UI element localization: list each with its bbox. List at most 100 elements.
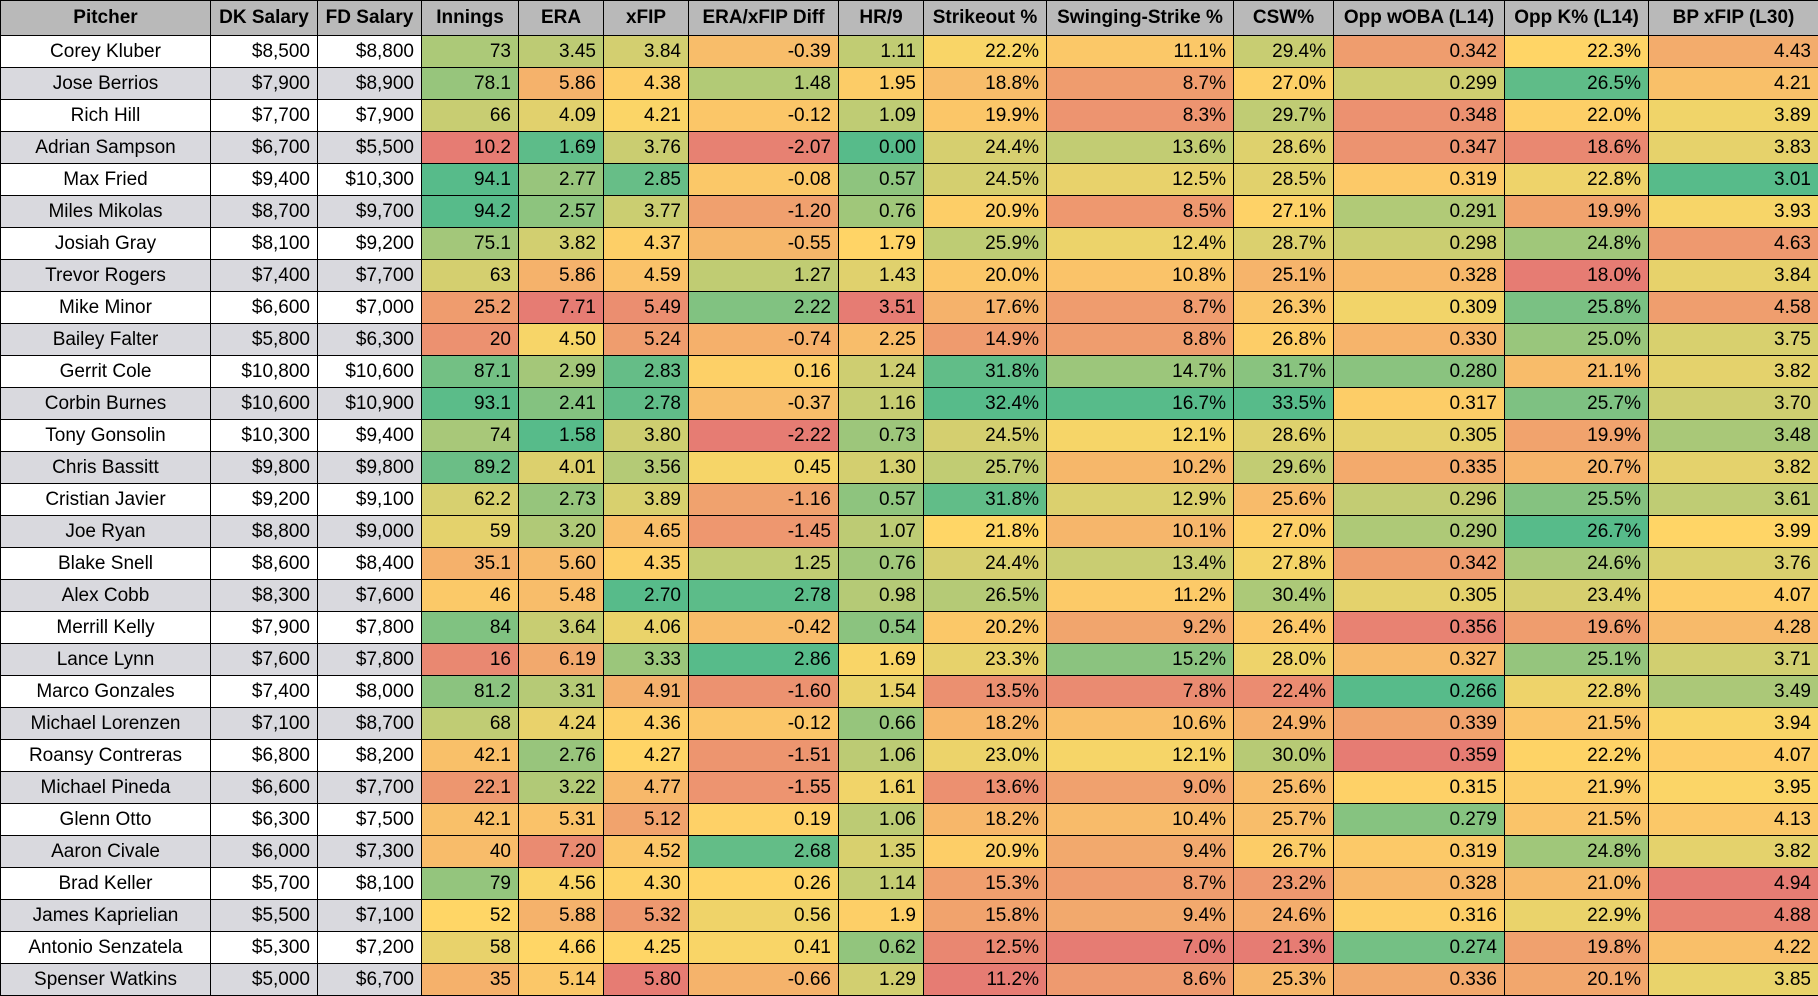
cell-hr9[interactable]: 0.66 — [839, 708, 924, 740]
cell-dk-salary[interactable]: $8,100 — [211, 228, 318, 260]
cell-pitcher[interactable]: Gerrit Cole — [1, 356, 211, 388]
cell-strikeout-pct[interactable]: 31.8% — [924, 356, 1047, 388]
cell-opp-woba[interactable]: 0.316 — [1334, 900, 1505, 932]
cell-pitcher[interactable]: Marco Gonzales — [1, 676, 211, 708]
cell-pitcher[interactable]: Trevor Rogers — [1, 260, 211, 292]
cell-fd-salary[interactable]: $7,200 — [318, 932, 422, 964]
cell-bp-xfip[interactable]: 4.43 — [1649, 36, 1818, 68]
cell-hr9[interactable]: 0.57 — [839, 484, 924, 516]
cell-pitcher[interactable]: Joe Ryan — [1, 516, 211, 548]
cell-era[interactable]: 5.88 — [519, 900, 604, 932]
cell-hr9[interactable]: 0.57 — [839, 164, 924, 196]
cell-strikeout-pct[interactable]: 31.8% — [924, 484, 1047, 516]
cell-xfip[interactable]: 2.78 — [604, 388, 689, 420]
cell-hr9[interactable]: 1.61 — [839, 772, 924, 804]
cell-opp-k-pct[interactable]: 19.9% — [1505, 420, 1649, 452]
cell-hr9[interactable]: 0.62 — [839, 932, 924, 964]
cell-hr9[interactable]: 1.16 — [839, 388, 924, 420]
cell-xfip[interactable]: 5.49 — [604, 292, 689, 324]
cell-csw-pct[interactable]: 28.5% — [1234, 164, 1334, 196]
cell-hr9[interactable]: 1.9 — [839, 900, 924, 932]
cell-hr9[interactable]: 1.54 — [839, 676, 924, 708]
cell-strikeout-pct[interactable]: 24.4% — [924, 132, 1047, 164]
cell-fd-salary[interactable]: $7,300 — [318, 836, 422, 868]
cell-dk-salary[interactable]: $5,800 — [211, 324, 318, 356]
cell-fd-salary[interactable]: $8,900 — [318, 68, 422, 100]
cell-opp-k-pct[interactable]: 18.0% — [1505, 260, 1649, 292]
cell-opp-k-pct[interactable]: 22.8% — [1505, 676, 1649, 708]
cell-opp-k-pct[interactable]: 19.6% — [1505, 612, 1649, 644]
cell-dk-salary[interactable]: $7,400 — [211, 260, 318, 292]
cell-bp-xfip[interactable]: 4.13 — [1649, 804, 1818, 836]
col-header-dk-salary[interactable]: DK Salary — [211, 1, 318, 36]
cell-hr9[interactable]: 1.30 — [839, 452, 924, 484]
cell-swinging-strike-pct[interactable]: 13.4% — [1047, 548, 1234, 580]
cell-era[interactable]: 3.64 — [519, 612, 604, 644]
cell-swinging-strike-pct[interactable]: 7.0% — [1047, 932, 1234, 964]
cell-era-xfip-diff[interactable]: -2.22 — [689, 420, 839, 452]
cell-swinging-strike-pct[interactable]: 12.1% — [1047, 420, 1234, 452]
cell-era[interactable]: 4.56 — [519, 868, 604, 900]
cell-bp-xfip[interactable]: 3.89 — [1649, 100, 1818, 132]
cell-fd-salary[interactable]: $8,800 — [318, 36, 422, 68]
cell-xfip[interactable]: 4.38 — [604, 68, 689, 100]
cell-swinging-strike-pct[interactable]: 9.2% — [1047, 612, 1234, 644]
cell-pitcher[interactable]: Michael Lorenzen — [1, 708, 211, 740]
cell-xfip[interactable]: 4.25 — [604, 932, 689, 964]
cell-opp-woba[interactable]: 0.319 — [1334, 836, 1505, 868]
cell-opp-k-pct[interactable]: 19.8% — [1505, 932, 1649, 964]
cell-csw-pct[interactable]: 28.7% — [1234, 228, 1334, 260]
cell-pitcher[interactable]: James Kaprielian — [1, 900, 211, 932]
cell-csw-pct[interactable]: 30.0% — [1234, 740, 1334, 772]
cell-innings[interactable]: 75.1 — [422, 228, 519, 260]
cell-bp-xfip[interactable]: 3.83 — [1649, 132, 1818, 164]
cell-hr9[interactable]: 2.25 — [839, 324, 924, 356]
cell-swinging-strike-pct[interactable]: 8.3% — [1047, 100, 1234, 132]
cell-era-xfip-diff[interactable]: -0.37 — [689, 388, 839, 420]
cell-era-xfip-diff[interactable]: -1.16 — [689, 484, 839, 516]
cell-csw-pct[interactable]: 28.0% — [1234, 644, 1334, 676]
cell-xfip[interactable]: 5.32 — [604, 900, 689, 932]
cell-strikeout-pct[interactable]: 20.0% — [924, 260, 1047, 292]
cell-xfip[interactable]: 4.06 — [604, 612, 689, 644]
cell-fd-salary[interactable]: $7,100 — [318, 900, 422, 932]
cell-swinging-strike-pct[interactable]: 9.4% — [1047, 836, 1234, 868]
cell-xfip[interactable]: 5.12 — [604, 804, 689, 836]
cell-innings[interactable]: 93.1 — [422, 388, 519, 420]
col-header-swinging-strike-pct[interactable]: Swinging-Strike % — [1047, 1, 1234, 36]
cell-opp-woba[interactable]: 0.348 — [1334, 100, 1505, 132]
cell-xfip[interactable]: 2.85 — [604, 164, 689, 196]
cell-bp-xfip[interactable]: 4.63 — [1649, 228, 1818, 260]
cell-bp-xfip[interactable]: 3.82 — [1649, 836, 1818, 868]
cell-innings[interactable]: 87.1 — [422, 356, 519, 388]
cell-pitcher[interactable]: Bailey Falter — [1, 324, 211, 356]
cell-swinging-strike-pct[interactable]: 12.9% — [1047, 484, 1234, 516]
cell-era[interactable]: 5.48 — [519, 580, 604, 612]
cell-swinging-strike-pct[interactable]: 10.6% — [1047, 708, 1234, 740]
cell-dk-salary[interactable]: $10,800 — [211, 356, 318, 388]
cell-dk-salary[interactable]: $8,800 — [211, 516, 318, 548]
cell-xfip[interactable]: 3.33 — [604, 644, 689, 676]
cell-innings[interactable]: 74 — [422, 420, 519, 452]
cell-innings[interactable]: 40 — [422, 836, 519, 868]
cell-hr9[interactable]: 1.24 — [839, 356, 924, 388]
cell-opp-woba[interactable]: 0.291 — [1334, 196, 1505, 228]
cell-bp-xfip[interactable]: 3.49 — [1649, 676, 1818, 708]
cell-fd-salary[interactable]: $8,700 — [318, 708, 422, 740]
cell-xfip[interactable]: 3.80 — [604, 420, 689, 452]
cell-strikeout-pct[interactable]: 22.2% — [924, 36, 1047, 68]
cell-hr9[interactable]: 0.98 — [839, 580, 924, 612]
cell-era-xfip-diff[interactable]: 0.19 — [689, 804, 839, 836]
cell-csw-pct[interactable]: 24.6% — [1234, 900, 1334, 932]
cell-strikeout-pct[interactable]: 18.2% — [924, 804, 1047, 836]
cell-pitcher[interactable]: Alex Cobb — [1, 580, 211, 612]
cell-era-xfip-diff[interactable]: -1.20 — [689, 196, 839, 228]
cell-pitcher[interactable]: Corey Kluber — [1, 36, 211, 68]
cell-bp-xfip[interactable]: 3.99 — [1649, 516, 1818, 548]
cell-fd-salary[interactable]: $8,100 — [318, 868, 422, 900]
cell-bp-xfip[interactable]: 3.82 — [1649, 356, 1818, 388]
cell-opp-k-pct[interactable]: 24.6% — [1505, 548, 1649, 580]
cell-strikeout-pct[interactable]: 13.5% — [924, 676, 1047, 708]
cell-dk-salary[interactable]: $6,300 — [211, 804, 318, 836]
cell-opp-woba[interactable]: 0.290 — [1334, 516, 1505, 548]
